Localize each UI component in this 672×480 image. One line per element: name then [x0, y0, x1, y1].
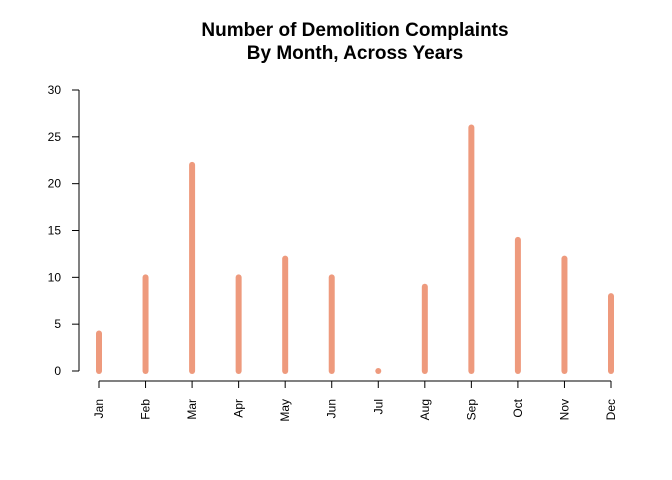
x-tick-label: Aug — [418, 399, 432, 420]
x-tick-label: Sep — [464, 399, 478, 421]
x-tick-label: Jan — [92, 399, 106, 418]
y-tick-label: 0 — [54, 364, 61, 378]
y-tick-label: 20 — [48, 177, 62, 191]
x-tick-label: Apr — [232, 399, 246, 418]
y-tick-label: 5 — [54, 317, 61, 331]
x-tick-label: Dec — [604, 399, 618, 420]
x-tick-label: Jun — [325, 399, 339, 418]
y-tick-label: 10 — [48, 270, 62, 284]
y-tick-label: 25 — [48, 130, 62, 144]
x-axis: Jan Feb Mar Apr May Jun Jul Aug Sep Oct Nov Dec — [92, 380, 618, 422]
x-tick-label: Feb — [139, 399, 153, 420]
y-axis: 0 5 10 15 20 25 30 — [48, 83, 80, 378]
x-tick-label: Nov — [557, 399, 571, 420]
y-tick-label: 30 — [48, 83, 62, 97]
x-tick-label: Jul — [371, 399, 385, 414]
x-tick-label: Oct — [511, 398, 525, 417]
chart-title-line-1: Number of Demolition Complaints — [201, 20, 508, 41]
x-tick-label: Mar — [185, 399, 199, 420]
chart-title: Number of Demolition Complaints By Month… — [201, 20, 508, 64]
x-tick-label: May — [278, 399, 292, 422]
bars — [96, 124, 614, 374]
chart-title-line-2: By Month, Across Years — [247, 43, 463, 64]
y-tick-label: 15 — [48, 224, 62, 238]
